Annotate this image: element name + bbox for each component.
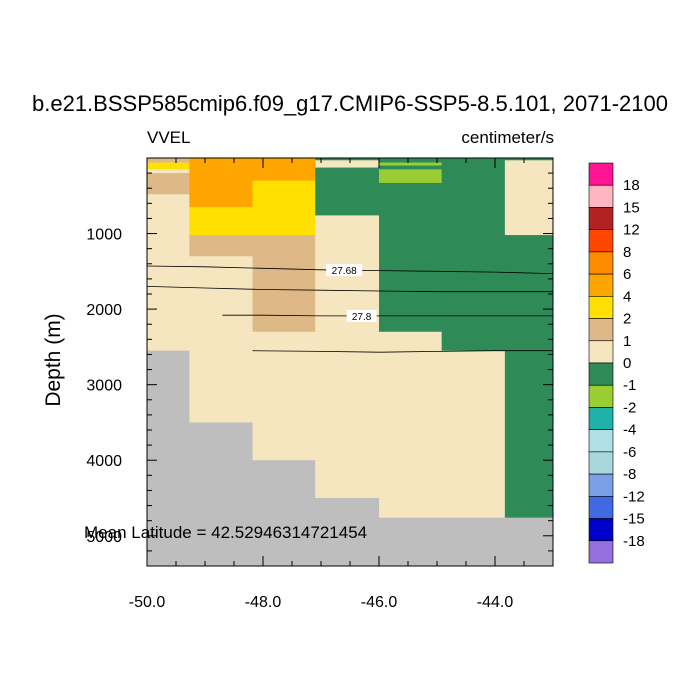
contour-label: 27.8: [352, 312, 372, 323]
heatmap-cell: [379, 517, 443, 567]
colorbar-label: 15: [623, 199, 640, 216]
colorbar-label: -18: [623, 533, 645, 550]
x-tick-label: -50.0: [129, 594, 166, 611]
colorbar-label: 2: [623, 311, 631, 328]
colorbar-label: -4: [623, 422, 636, 439]
heatmap-cell: [252, 331, 316, 461]
heatmap-cell: [189, 256, 254, 423]
heatmap-cell: [189, 235, 254, 257]
y-tick-label: 5000: [86, 529, 122, 546]
colorbar: 18 15 12 8 6 4 2 1 0 -1 -2 -4 -6 -8 -12 -15 -18: [588, 162, 645, 564]
colorbar-label: 18: [623, 177, 640, 194]
colorbar-swatch: [588, 496, 614, 519]
x-tick-label: -48.0: [245, 594, 282, 611]
colorbar-swatch: [588, 162, 614, 186]
colorbar-label: -12: [623, 488, 645, 505]
heatmap-cell: [315, 160, 380, 168]
heatmap-cell: [315, 215, 380, 499]
contour-label-box: [326, 264, 363, 277]
colorbar-label: 4: [623, 288, 631, 305]
heatmap-cell: [147, 194, 190, 352]
colorbar-label: -15: [623, 511, 645, 528]
heatmap-cell: [441, 350, 506, 519]
heatmap-cell: [379, 169, 443, 184]
contour-line: [252, 350, 553, 353]
heatmap-cell: [379, 165, 443, 170]
heatmap-cell: [379, 158, 443, 164]
heatmap-cell: [504, 235, 554, 519]
heatmap-cell: [252, 158, 316, 182]
heatmap-cell: [252, 235, 316, 333]
colorbar-label: 0: [623, 355, 631, 372]
heatmap-cell: [147, 169, 190, 174]
colorbar-swatch: [588, 407, 614, 430]
heatmap-cell: [379, 182, 443, 333]
colorbar-swatch: [588, 340, 614, 364]
contour-label-box: [346, 309, 377, 322]
y-tick-label: 1000: [86, 227, 122, 244]
heatmap-cell: [252, 180, 316, 236]
colorbar-swatch: [588, 384, 614, 408]
heatmap-cell: [147, 173, 190, 195]
heatmap-cell: [441, 158, 506, 352]
colorbar-swatch: [588, 229, 614, 253]
heatmap-cell: [147, 162, 190, 170]
heatmap-cell: [189, 422, 254, 567]
colorbar-swatch: [588, 429, 614, 453]
heatmap-cell: [189, 207, 254, 236]
chart-title: b.e21.BSSP585cmip6.f09_g17.CMIP6-SSP5-8.…: [32, 91, 668, 116]
heatmap-cells: [147, 158, 554, 567]
heatmap-cell: [379, 331, 443, 519]
colorbar-label: 12: [623, 222, 640, 239]
heatmap-cell: [379, 162, 443, 167]
heatmap-cell: [189, 158, 254, 208]
heatmap-cell: [147, 158, 190, 164]
heatmap-cell: [504, 517, 554, 567]
colorbar-swatch: [588, 251, 614, 275]
heatmap-cell: [504, 158, 554, 161]
y-tick-label: 4000: [86, 453, 122, 470]
contour-lines: 27.68 27.8: [146, 264, 554, 353]
colorbar-swatch: [588, 540, 614, 564]
colorbar-label: 6: [623, 266, 631, 283]
mean-latitude-annotation: Mean Latitude = 42.52946314721454: [84, 523, 367, 542]
colorbar-swatch: [588, 207, 614, 230]
x-tick-label: -44.0: [477, 594, 514, 611]
colorbar-swatch: [588, 518, 614, 542]
heatmap-cell: [315, 167, 380, 216]
colorbar-label: -2: [623, 399, 636, 416]
colorbar-swatch: [588, 318, 614, 342]
contour-label: 27.68: [332, 266, 357, 277]
y-tick-label: 2000: [86, 302, 122, 319]
colorbar-swatch: [588, 184, 614, 208]
colorbar-swatch: [588, 451, 614, 475]
contour-line: [146, 286, 553, 293]
axes: -50.0 -48.0 -46.0 -44.0 1000 2000 3000 4000 5000: [86, 157, 554, 611]
colorbar-label: -6: [623, 444, 636, 461]
variable-name: VVEL: [147, 128, 191, 147]
colorbar-swatch: [588, 296, 614, 319]
y-tick-label: 3000: [86, 378, 122, 395]
colorbar-swatch: [588, 273, 614, 297]
heatmap-cell: [147, 350, 190, 567]
colorbar-swatch: [588, 473, 614, 497]
y-axis-label: Depth (m): [42, 313, 65, 406]
colorbar-swatch: [588, 362, 614, 386]
colorbar-label: -1: [623, 377, 636, 394]
x-tick-label: -46.0: [361, 594, 398, 611]
heatmap-cell: [315, 498, 380, 567]
heatmap-cell: [441, 517, 506, 567]
heatmap-cell: [252, 460, 316, 567]
colorbar-label: -8: [623, 466, 636, 483]
heatmap-cell: [504, 160, 554, 236]
contour-line: [222, 314, 553, 317]
colorbar-label: 8: [623, 244, 631, 261]
units-label: centimeter/s: [461, 128, 554, 147]
colorbar-label: 1: [623, 333, 631, 350]
